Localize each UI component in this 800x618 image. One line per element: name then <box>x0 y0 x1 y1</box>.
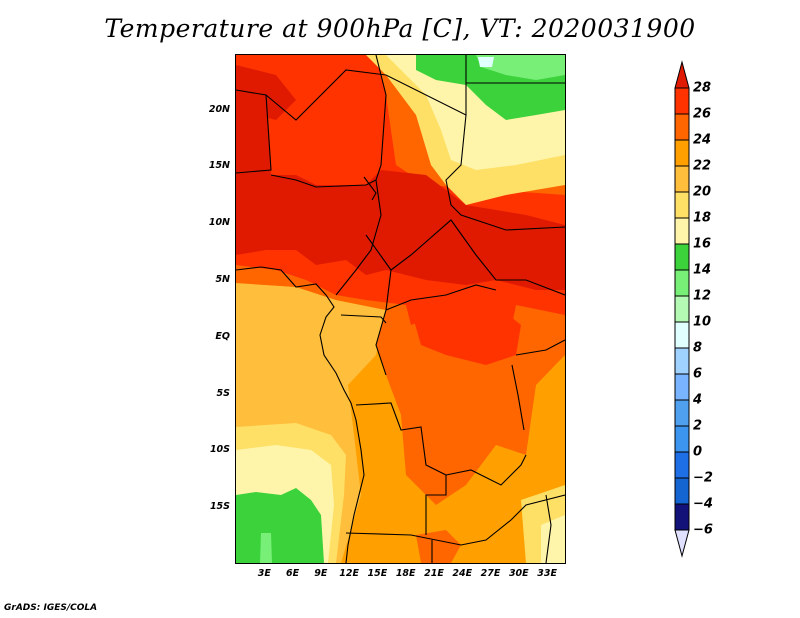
colorbar-label: 26 <box>693 106 712 122</box>
lon-tick-label: 15E <box>367 568 388 579</box>
colorbar-label: −2 <box>693 470 713 486</box>
field-se-paleyellow <box>541 515 565 563</box>
colorbar-label: 10 <box>693 314 712 330</box>
field-sw-lightgreen <box>260 533 272 563</box>
colorbar-label: −4 <box>693 496 713 512</box>
colorbar-box <box>674 399 690 427</box>
field-over-28 <box>236 90 565 290</box>
border <box>445 114 566 231</box>
lat-tick-label: EQ <box>215 330 230 342</box>
lat-tick-label: 5S <box>216 387 230 399</box>
colorbar-box <box>674 139 690 167</box>
field-sw-green <box>236 488 324 563</box>
border <box>335 179 382 296</box>
colorbar-label: 12 <box>693 288 712 304</box>
colorbar-label: 4 <box>693 392 703 408</box>
lat-tick-label: 20N <box>208 103 230 115</box>
colorbar-box <box>674 243 690 271</box>
lon-tick-label: 24E <box>452 568 473 579</box>
field-over-28-nw <box>236 65 296 120</box>
coastline <box>235 266 365 564</box>
lake-tanganyika <box>511 364 525 431</box>
colorbar-over-arrow <box>674 60 690 89</box>
colorbar-box <box>674 217 690 245</box>
colorbar-box <box>674 321 690 349</box>
colorbar-label: −6 <box>693 522 713 538</box>
lat-tick-label: 5N <box>215 274 230 286</box>
colorbar-box <box>674 373 690 401</box>
colorbar-box <box>674 269 690 297</box>
colorbar-box <box>674 503 690 531</box>
border <box>270 54 387 188</box>
lat-tick-label: 10N <box>208 217 230 229</box>
credit-text: GrADS: IGES/COLA <box>4 603 98 613</box>
colorbar-label: 8 <box>693 340 703 356</box>
colorbar-box <box>674 451 690 479</box>
border <box>345 494 566 546</box>
colorbar-label: 16 <box>693 236 712 252</box>
plot-title: Temperature at 900hPa [C], VT: 202003190… <box>104 14 696 43</box>
border <box>445 454 527 486</box>
colorbar-label: 20 <box>693 184 712 200</box>
border <box>235 89 272 174</box>
colorbar-label: 22 <box>693 158 712 174</box>
lon-tick-label: 33E <box>537 568 557 579</box>
colorbar-label: 6 <box>693 366 703 382</box>
lat-tick-label: 15S <box>209 501 230 513</box>
border <box>515 339 566 356</box>
colorbar-label: 28 <box>693 80 712 96</box>
lon-tick-label: 21E <box>424 568 444 579</box>
colorbar-box <box>674 347 690 375</box>
map-canvas <box>235 54 566 564</box>
lat-tick-label: 15N <box>208 160 230 172</box>
lon-tick-label: 3E <box>257 568 271 579</box>
colorbar-label: 18 <box>693 210 712 226</box>
colorbar-label: 24 <box>693 132 712 148</box>
lon-tick-label: 12E <box>339 568 359 579</box>
colorbar-box <box>674 165 690 193</box>
lon-tick-label: 30E <box>508 568 529 579</box>
temperature-map <box>235 54 566 564</box>
lat-tick-label: 10S <box>209 444 230 456</box>
field-26-28-patch <box>411 305 521 365</box>
colorbar-box <box>674 425 690 453</box>
border <box>390 219 566 296</box>
colorbar-box <box>674 295 690 323</box>
border <box>265 55 467 121</box>
colorbar-box <box>674 191 690 219</box>
lon-tick-label: 6E <box>285 568 300 579</box>
colorbar-label: 2 <box>693 418 703 434</box>
border <box>545 494 552 564</box>
lon-tick-label: 18E <box>395 568 416 579</box>
colorbar-label: 0 <box>693 444 703 460</box>
colorbar-box <box>674 477 690 505</box>
coastlines-borders <box>235 54 566 564</box>
lon-tick-label: 9E <box>314 568 328 579</box>
colorbar-under-arrow <box>674 529 690 558</box>
border <box>385 284 497 311</box>
colorbar-label: 14 <box>693 262 712 278</box>
lake-chad <box>363 176 377 201</box>
lon-tick-label: 27E <box>480 568 501 579</box>
field-ne-lightgreen <box>476 55 565 80</box>
field-ne-mint <box>478 57 494 67</box>
border <box>355 402 447 535</box>
border <box>340 314 387 324</box>
colorbar-box <box>674 87 690 115</box>
colorbar-box <box>674 113 690 141</box>
